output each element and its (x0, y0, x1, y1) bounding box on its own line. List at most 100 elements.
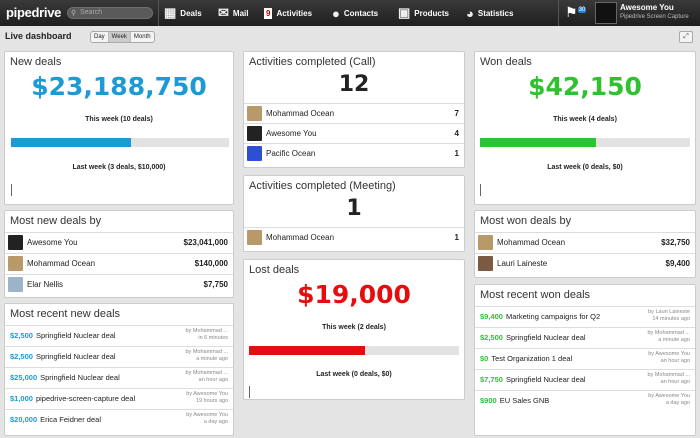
won-deals-value: $42,150 (528, 72, 642, 101)
deal-row[interactable]: $25,000 Springfield Nuclear deal by Mohamm… (5, 367, 233, 387)
deal-name[interactable]: Springfield Nuclear deal (40, 373, 120, 382)
list-item[interactable]: Awesome You 4 (244, 123, 464, 143)
activities-meeting-card: Activities completed (Meeting) 1 Mohamma… (243, 175, 465, 252)
deal-row[interactable]: $900 EU Sales GNB by Awesome You a day ago (475, 390, 695, 410)
page-title: Live dashboard (5, 31, 72, 41)
deal-name[interactable]: Erica Feidner deal (40, 415, 101, 424)
deal-name[interactable]: Springfield Nuclear deal (35, 352, 116, 361)
deal-value: $9,400 (665, 259, 690, 268)
nav-deals[interactable]: ▦ Deals (164, 0, 202, 26)
person-name[interactable]: Mohammad Ocean (27, 259, 96, 268)
person-name[interactable]: Elar Nellis (27, 280, 64, 289)
period-month-button[interactable]: Month (133, 34, 151, 40)
progress-marker (480, 184, 481, 196)
box-icon: ▣ (398, 5, 411, 20)
list-item[interactable]: Mohammad Ocean 1 (244, 227, 464, 247)
nav-mail[interactable]: ✉ Mail (218, 0, 248, 26)
recent-won-deals-card: Most recent won deals $9,400 Marketing ca… (474, 284, 696, 436)
person-name[interactable]: Pacific Ocean (266, 149, 316, 158)
deal-owner: by Awesome You (648, 351, 690, 357)
avatar (8, 277, 23, 292)
avatar (8, 256, 23, 271)
deal-row[interactable]: $9,400 Marketing campaigns for Q2 by Lauri… (475, 306, 695, 326)
activities-call-total: 12 (338, 72, 370, 97)
period-week-button[interactable]: Week (108, 32, 131, 42)
search-input[interactable]: ⚲ Search (67, 7, 153, 19)
period-selector: Day Week Month (90, 31, 155, 43)
nav-products[interactable]: ▣ Products (398, 0, 449, 26)
deal-row[interactable]: $2,500 Springfield Nuclear deal by Mohamma… (475, 327, 695, 347)
activity-count: 1 (454, 149, 459, 158)
list-item[interactable]: Pacific Ocean 1 (244, 143, 464, 163)
deal-row[interactable]: $2,500 Springfield Nuclear deal by Mohamma… (5, 346, 233, 366)
new-deals-value: $23,188,750 (31, 72, 207, 101)
deal-time: a minute ago (196, 356, 228, 362)
person-name[interactable]: Awesome You (27, 238, 78, 247)
deal-row[interactable]: $7,750 Springfield Nuclear deal by Mohamma… (475, 369, 695, 389)
this-week-label: This week (10 deals) (85, 116, 153, 123)
deal-amount: $2,500 (10, 331, 33, 340)
deal-name[interactable]: Springfield Nuclear deal (505, 375, 586, 384)
user-name[interactable]: Awesome You (620, 3, 674, 12)
deal-row[interactable]: $0 Test Organization 1 deal by Awesome You… (475, 348, 695, 368)
person-name[interactable]: Mohammad Ocean (266, 233, 335, 242)
progress-fill (480, 138, 596, 147)
deal-name[interactable]: Springfield Nuclear deal (35, 331, 116, 340)
nav-statistics[interactable]: ◕ Statistics (466, 0, 513, 26)
deal-row[interactable]: $20,000 Erica Feidner deal by Awesome You a… (5, 409, 233, 429)
deal-time: a day ago (665, 400, 690, 406)
progress-fill (11, 138, 131, 147)
deal-time: a minute ago (658, 337, 690, 343)
flag-icon[interactable]: ⚑30 (565, 4, 587, 20)
avatar (247, 146, 262, 161)
deal-time: 19 hours ago (195, 398, 228, 404)
person-name[interactable]: Awesome You (266, 129, 317, 138)
person-name[interactable]: Mohammad Ocean (497, 238, 566, 247)
deal-name[interactable]: Marketing campaigns for Q2 (505, 312, 601, 321)
nav-divider (558, 0, 559, 26)
nav-deals-label: Deals (180, 8, 202, 18)
avatar (247, 126, 262, 141)
fullscreen-icon[interactable]: ⤢ (679, 31, 693, 43)
person-name[interactable]: Lauri Laineste (497, 259, 548, 268)
deal-name[interactable]: Test Organization 1 deal (491, 354, 573, 363)
deal-row[interactable]: $2,500 Springfield Nuclear deal by Mohamma… (5, 325, 233, 345)
deal-row[interactable]: $1,000 pipedrive-screen-capture deal by Aw… (5, 388, 233, 408)
list-item[interactable]: Lauri Laineste $9,400 (475, 253, 695, 273)
list-item[interactable]: Mohammad Ocean 7 (244, 103, 464, 123)
avatar (247, 106, 262, 121)
deal-name[interactable]: EU Sales GNB (499, 396, 550, 405)
deal-value: $32,750 (661, 238, 690, 247)
nav-contacts-label: Contacts (343, 8, 379, 18)
avatar (8, 235, 23, 250)
deal-time: in 6 minutes (198, 335, 228, 341)
list-item[interactable]: Awesome You $23,041,000 (5, 232, 233, 252)
card-title: New deals (10, 56, 62, 68)
deal-name[interactable]: Springfield Nuclear deal (505, 333, 586, 342)
deal-amount: $900 (480, 396, 497, 405)
most-won-deals-card: Most won deals by Mohammad Ocean $32,750 … (474, 210, 696, 278)
progress-marker (11, 184, 12, 196)
won-deals-card: Won deals $42,150 This week (4 deals) La… (474, 51, 696, 205)
period-day-button[interactable]: Day (91, 32, 109, 42)
list-item[interactable]: Elar Nellis $7,750 (5, 274, 233, 294)
person-name[interactable]: Mohammad Ocean (266, 109, 335, 118)
deal-owner: by Awesome You (186, 391, 228, 397)
user-avatar[interactable] (595, 2, 617, 24)
deal-owner: by Mohammad ... (185, 370, 229, 376)
nav-contacts[interactable]: ● Contacts (332, 0, 378, 26)
nav-activities[interactable]: 9 Activities (264, 0, 312, 26)
pipedrive-logo[interactable]: pipedrive (6, 5, 62, 20)
deal-value: $23,041,000 (183, 238, 229, 247)
deal-value: $140,000 (194, 259, 228, 268)
list-item[interactable]: Mohammad Ocean $140,000 (5, 253, 233, 273)
activity-count: 1 (454, 233, 459, 242)
nav-mail-label: Mail (232, 8, 249, 18)
this-week-label: This week (4 deals) (553, 116, 617, 123)
deal-value: $7,750 (203, 280, 228, 289)
deal-amount: $2,500 (480, 333, 503, 342)
deal-name[interactable]: pipedrive-screen-capture deal (35, 394, 136, 403)
deal-amount: $1,000 (10, 394, 33, 403)
last-week-label: Last week (3 deals, $10,000) (72, 164, 166, 171)
list-item[interactable]: Mohammad Ocean $32,750 (475, 232, 695, 252)
